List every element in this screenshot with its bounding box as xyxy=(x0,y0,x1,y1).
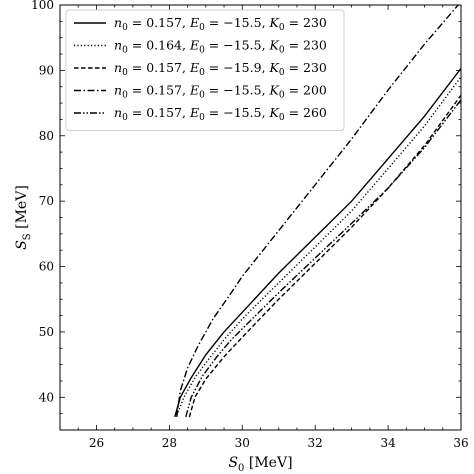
y-tick-label: 40 xyxy=(39,390,54,404)
x-tick-label: 28 xyxy=(162,436,177,450)
legend-label: n0 = 0.157, E0 = −15.5, K0 = 230 xyxy=(114,15,327,33)
legend-label: n0 = 0.157, E0 = −15.5, K0 = 260 xyxy=(114,105,327,123)
y-tick-label: 60 xyxy=(39,260,54,274)
y-tick-label: 100 xyxy=(31,0,54,12)
legend-box xyxy=(65,9,345,131)
axes-layer: 26 28 30 32 34 36 40 50 60 70 80 90 100 S0 [MeV] SS [M… xyxy=(14,0,469,474)
series-line-5 xyxy=(185,99,461,418)
y-tick-label: 80 xyxy=(39,129,54,143)
legend-label: n0 = 0.157, E0 = −15.9, K0 = 230 xyxy=(114,60,327,78)
series-line-4 xyxy=(176,5,460,417)
x-tick-label: 32 xyxy=(308,436,323,450)
legend: n0 = 0.157, E0 = −15.5, K0 = 230 n0 = 0.1… xyxy=(65,9,345,131)
series-line-2 xyxy=(176,76,461,416)
series-line-3 xyxy=(188,94,461,418)
y-tick-label: 50 xyxy=(39,325,54,339)
x-tick-label: 34 xyxy=(380,436,396,450)
legend-label: n0 = 0.157, E0 = −15.5, K0 = 200 xyxy=(114,83,327,101)
x-tick-label: 36 xyxy=(453,436,468,450)
y-tick-label: 90 xyxy=(39,63,54,77)
series-layer xyxy=(174,5,461,418)
series-line-1 xyxy=(174,67,461,418)
x-axis-label: S0 [MeV] xyxy=(228,455,292,474)
y-tick-label: 70 xyxy=(39,194,54,208)
y-axis-label: SS [MeV] xyxy=(14,185,33,250)
x-tick-label: 30 xyxy=(235,436,250,450)
x-tick-label: 26 xyxy=(89,436,104,450)
legend-label: n0 = 0.164, E0 = −15.5, K0 = 230 xyxy=(114,38,327,56)
